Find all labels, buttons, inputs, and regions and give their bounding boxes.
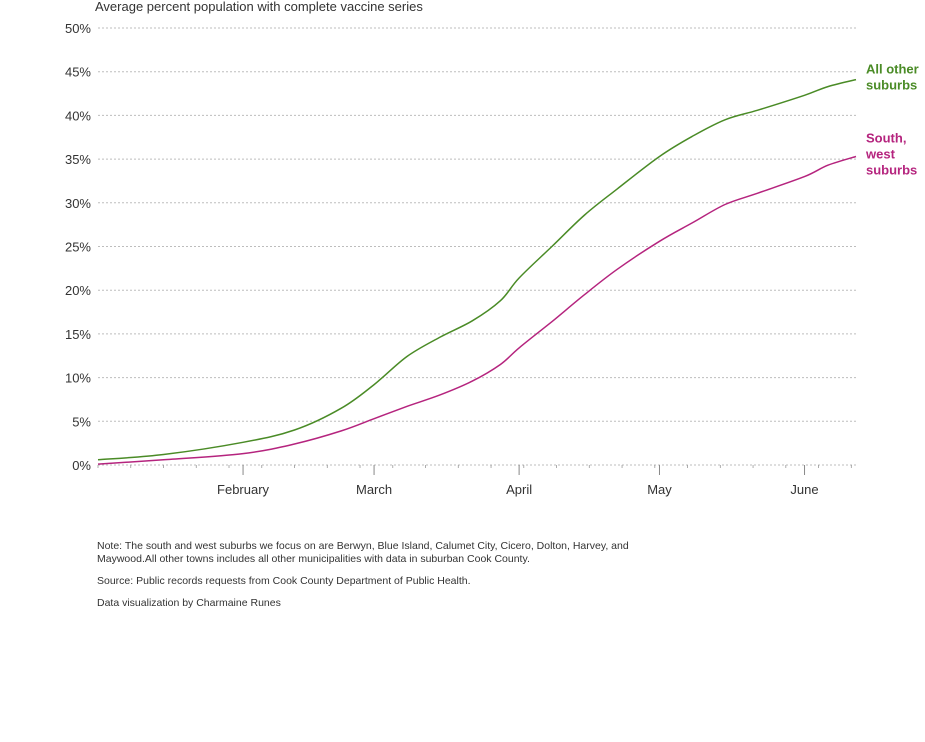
x-tick-label: March xyxy=(356,482,392,497)
series-label-line: South, xyxy=(866,130,906,145)
series-lines xyxy=(97,78,857,465)
source-text: Source: Public records requests from Coo… xyxy=(97,575,471,587)
x-tick-label: June xyxy=(790,482,818,497)
series-line-1 xyxy=(97,155,857,465)
y-tick-label: 30% xyxy=(65,196,91,211)
series-label-line: suburbs xyxy=(866,162,917,177)
chart-notes: Note: The south and west suburbs we focu… xyxy=(97,540,677,619)
y-axis-ticks: 0% 5% 10% 15% 20% 25% 30% 35% 40% 45% 50% xyxy=(65,21,91,473)
series-label-line: suburbs xyxy=(866,78,917,93)
x-tick-label: May xyxy=(647,482,672,497)
gridlines xyxy=(98,27,856,422)
series-label-line: west xyxy=(865,146,896,161)
credit-text: Data visualization by Charmaine Runes xyxy=(97,597,281,609)
y-tick-label: 0% xyxy=(72,458,91,473)
note-text: Note: The south and west suburbs we focu… xyxy=(97,540,629,565)
series-label-line: All other xyxy=(866,62,919,77)
series-label-0: All other suburbs xyxy=(866,62,919,93)
series-line-0 xyxy=(97,78,857,461)
y-tick-label: 10% xyxy=(65,371,91,386)
y-tick-label: 15% xyxy=(65,327,91,342)
vaccination-line-chart: Average percent population with complete… xyxy=(65,0,919,497)
series-label-1: South, west suburbs xyxy=(865,130,917,177)
y-tick-label: 25% xyxy=(65,240,91,255)
x-tick-label: April xyxy=(506,482,532,497)
x-tick-label: February xyxy=(217,482,270,497)
y-tick-label: 20% xyxy=(65,283,91,298)
x-axis: February March April May June xyxy=(97,464,856,497)
y-tick-label: 5% xyxy=(72,414,91,429)
y-tick-label: 35% xyxy=(65,152,91,167)
y-tick-label: 40% xyxy=(65,108,91,123)
y-tick-label: 45% xyxy=(65,65,91,80)
y-tick-label: 50% xyxy=(65,21,91,36)
chart-title: Average percent population with complete… xyxy=(95,0,423,14)
